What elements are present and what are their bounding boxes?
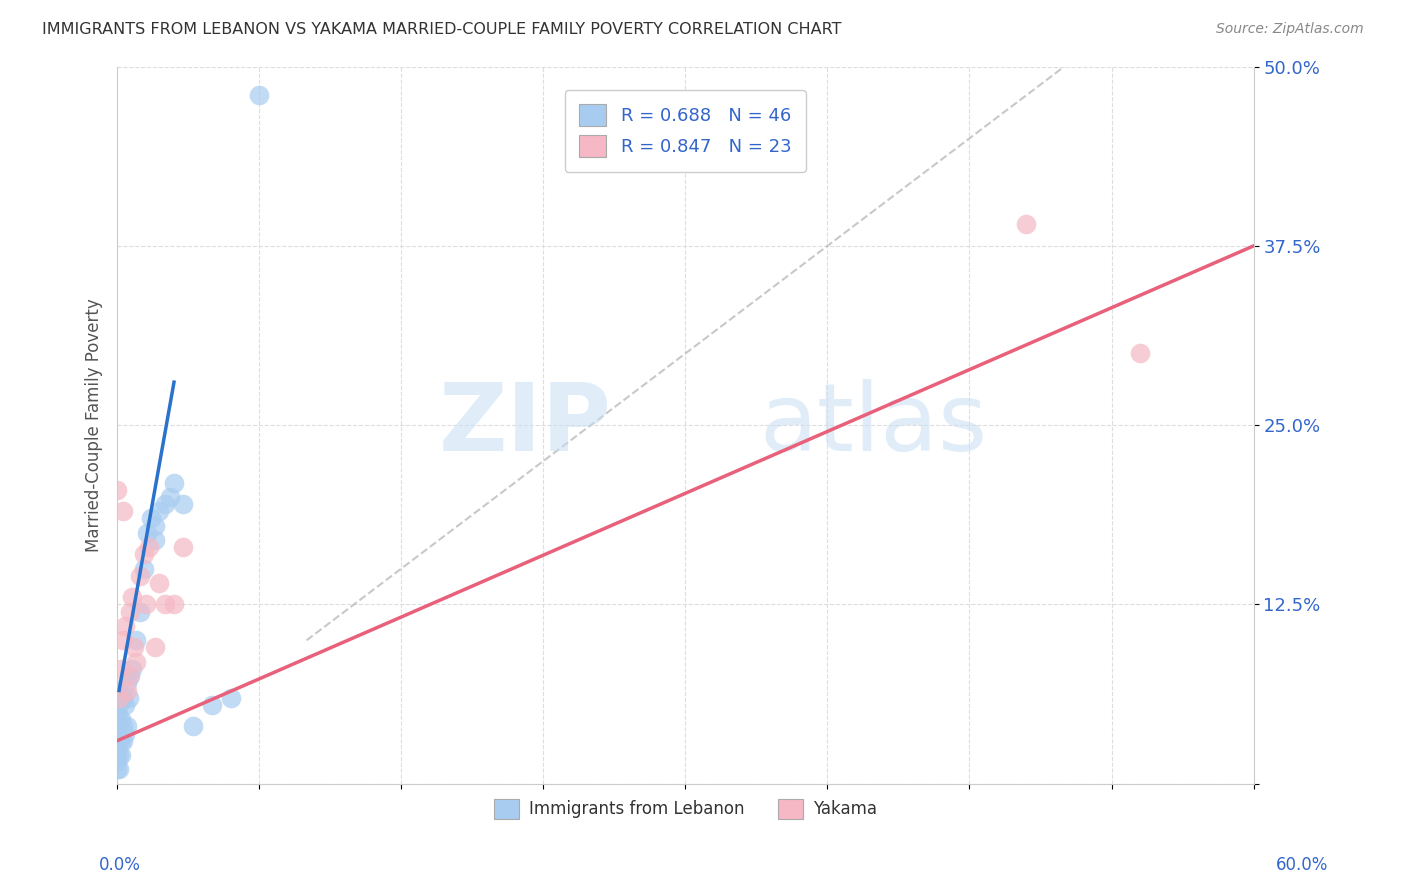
Point [122, 640, 145, 655]
Point [111, 690, 134, 705]
Point [136, 525, 159, 540]
Point [219, 690, 242, 705]
Point [108, 763, 131, 777]
Point [114, 698, 136, 712]
Point [111, 733, 134, 747]
Point [181, 719, 204, 733]
Point [120, 605, 142, 619]
Point [125, 633, 148, 648]
Point [125, 655, 148, 669]
Point [1129, 346, 1152, 360]
Point [108, 690, 131, 705]
Point [115, 683, 138, 698]
Point [105, 756, 128, 770]
Point [163, 475, 186, 490]
Point [105, 747, 128, 762]
Point [110, 747, 132, 762]
Point [108, 733, 131, 747]
Point [153, 497, 176, 511]
Text: ZIP: ZIP [439, 379, 612, 471]
Point [172, 540, 194, 554]
Point [111, 504, 134, 518]
Point [132, 561, 155, 575]
Text: Source: ZipAtlas.com: Source: ZipAtlas.com [1216, 22, 1364, 37]
Point [129, 605, 152, 619]
Point [105, 733, 128, 747]
Point [132, 547, 155, 561]
Point [108, 698, 131, 712]
Point [105, 763, 128, 777]
Point [115, 676, 138, 690]
Point [110, 690, 132, 705]
Point [121, 662, 143, 676]
Point [159, 490, 181, 504]
Point [110, 662, 132, 676]
Point [108, 747, 131, 762]
Point [108, 683, 131, 698]
Point [148, 576, 170, 591]
Text: IMMIGRANTS FROM LEBANON VS YAKAMA MARRIED-COUPLE FAMILY POVERTY CORRELATION CHAR: IMMIGRANTS FROM LEBANON VS YAKAMA MARRIE… [42, 22, 842, 37]
Point [110, 733, 132, 747]
Text: 60.0%: 60.0% [1277, 855, 1329, 873]
Point [141, 511, 163, 525]
Point [163, 598, 186, 612]
Point [111, 719, 134, 733]
Point [105, 726, 128, 740]
Point [105, 698, 128, 712]
Point [111, 633, 134, 648]
Point [105, 690, 128, 705]
Point [117, 690, 139, 705]
Point [115, 719, 138, 733]
Point [138, 540, 160, 554]
Point [148, 504, 170, 518]
Point [143, 518, 166, 533]
Point [120, 669, 142, 683]
Point [105, 483, 128, 497]
Point [117, 669, 139, 683]
Point [201, 698, 224, 712]
Point [143, 533, 166, 547]
Point [105, 705, 128, 719]
Point [172, 497, 194, 511]
Point [247, 88, 270, 103]
Point [105, 719, 128, 733]
Point [114, 726, 136, 740]
Point [105, 740, 128, 755]
Text: atlas: atlas [759, 379, 987, 471]
Point [108, 712, 131, 726]
Point [114, 619, 136, 633]
Point [135, 598, 157, 612]
Legend: Immigrants from Lebanon, Yakama: Immigrants from Lebanon, Yakama [488, 792, 883, 826]
Point [1015, 218, 1038, 232]
Point [110, 712, 132, 726]
Point [153, 598, 176, 612]
Point [121, 591, 143, 605]
Point [143, 640, 166, 655]
Text: 0.0%: 0.0% [98, 855, 141, 873]
Point [129, 568, 152, 582]
Y-axis label: Married-Couple Family Poverty: Married-Couple Family Poverty [86, 298, 103, 552]
